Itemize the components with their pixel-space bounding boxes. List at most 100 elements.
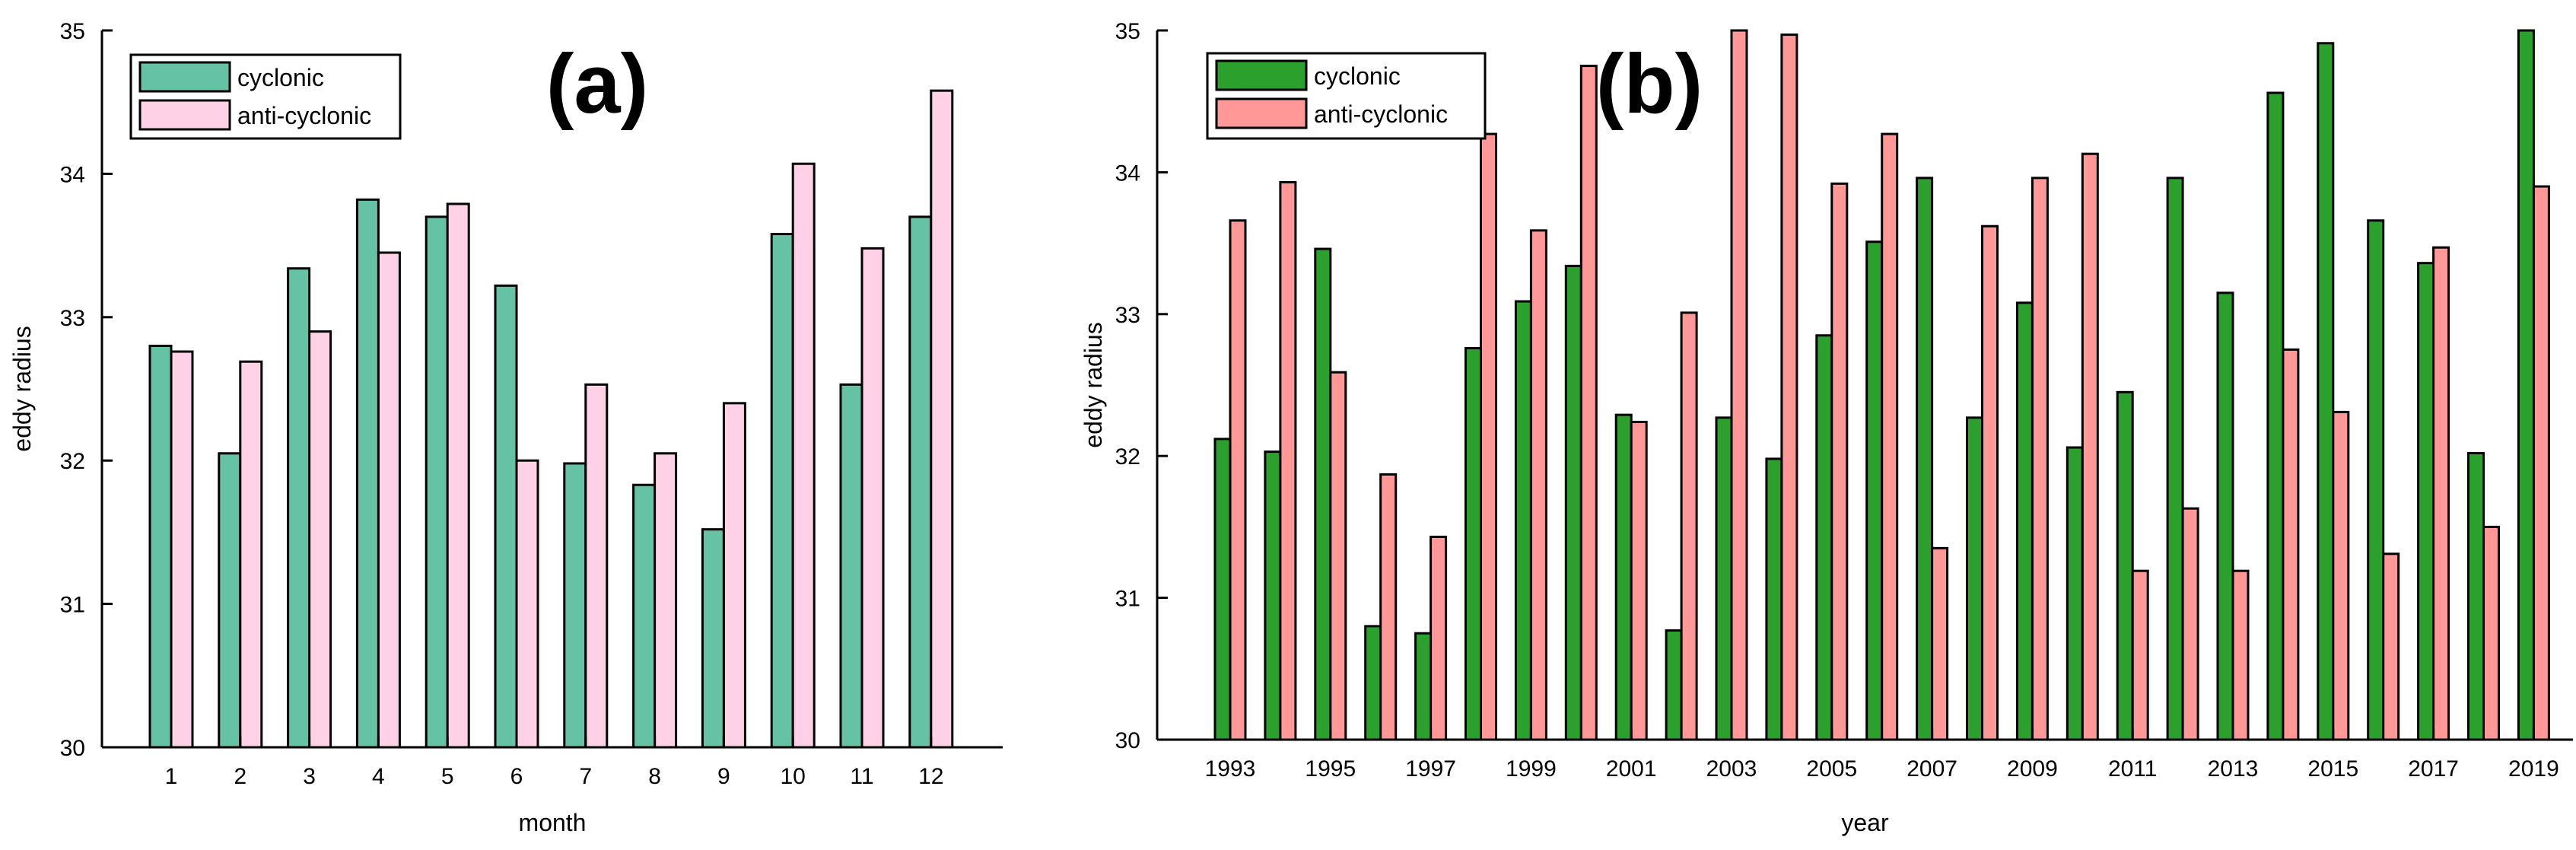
- x-axis-label: month: [519, 809, 587, 836]
- x-tick-label-2003: 2003: [1706, 756, 1757, 782]
- x-tick-label-2001: 2001: [1606, 756, 1657, 782]
- legend-swatch-cyclonic: [1215, 59, 1308, 91]
- x-tick-label-1999: 1999: [1506, 756, 1557, 782]
- y-tick-label-34: 34: [1115, 161, 1140, 186]
- y-tick-label-32: 32: [1115, 444, 1140, 470]
- bar-anti-cyclonic-4: [377, 251, 401, 749]
- bar-cyclonic-2016: [2367, 219, 2385, 741]
- y-axis-label: eddy radius: [1080, 322, 1107, 447]
- x-tick-label-2017: 2017: [2408, 756, 2459, 782]
- y-tick-label-31: 31: [60, 593, 85, 618]
- bar-cyclonic-1997: [1414, 632, 1433, 741]
- bar-anti-cyclonic-3: [308, 330, 332, 749]
- x-axis-label: year: [1841, 809, 1889, 836]
- bar-anti-cyclonic-1997: [1430, 535, 1448, 741]
- x-tick-label-3: 3: [303, 764, 316, 789]
- bar-cyclonic-11: [839, 383, 863, 749]
- bar-anti-cyclonic-2001: [1630, 420, 1648, 741]
- bar-anti-cyclonic-5: [446, 202, 470, 749]
- bar-anti-cyclonic-2010: [2081, 152, 2099, 741]
- bar-cyclonic-2000: [1564, 264, 1582, 741]
- bar-anti-cyclonic-2005: [1830, 182, 1849, 741]
- bar-cyclonic-6: [494, 284, 518, 749]
- x-tick-label-12: 12: [918, 764, 943, 789]
- bar-anti-cyclonic-12: [930, 89, 954, 749]
- bar-cyclonic-1993: [1213, 438, 1232, 741]
- bar-anti-cyclonic-1996: [1379, 473, 1398, 741]
- bar-anti-cyclonic-1995: [1329, 371, 1347, 741]
- legend-swatch-anti-cyclonic: [138, 99, 231, 131]
- bar-anti-cyclonic-2015: [2332, 410, 2350, 741]
- bar-cyclonic-2012: [2166, 177, 2184, 741]
- bar-anti-cyclonic-9: [722, 402, 746, 749]
- bar-anti-cyclonic-1: [170, 350, 194, 749]
- y-tick-label-32: 32: [60, 449, 85, 474]
- bar-cyclonic-2004: [1765, 457, 1783, 741]
- bar-cyclonic-10: [770, 233, 794, 749]
- bar-cyclonic-1994: [1264, 450, 1282, 741]
- bar-cyclonic-2001: [1614, 413, 1633, 741]
- bar-cyclonic-7: [563, 462, 587, 749]
- bar-cyclonic-2015: [2317, 42, 2335, 741]
- bar-cyclonic-9: [701, 528, 725, 749]
- bar-cyclonic-2005: [1815, 334, 1833, 741]
- legend-swatch-anti-cyclonic: [1215, 97, 1308, 129]
- x-tick-label-2011: 2011: [2108, 756, 2158, 782]
- bar-cyclonic-1999: [1514, 300, 1532, 741]
- y-tick-label-33: 33: [60, 306, 85, 331]
- bar-cyclonic-1: [148, 344, 173, 749]
- bar-cyclonic-2011: [2116, 390, 2134, 741]
- x-tick-label-10: 10: [781, 764, 806, 789]
- bar-cyclonic-2019: [2517, 29, 2535, 741]
- panel-label: (b): [1596, 37, 1703, 131]
- bar-anti-cyclonic-2009: [2031, 177, 2049, 741]
- x-tick-label-2007: 2007: [1907, 756, 1957, 782]
- x-tick-label-9: 9: [717, 764, 730, 789]
- x-tick-label-5: 5: [441, 764, 454, 789]
- panel-b-chart: 30 31 32 33 34 35 1993 1995 1997 1999 2001 2003 2005…: [1080, 19, 2573, 836]
- bar-cyclonic-4: [355, 198, 380, 749]
- x-tick-label-1: 1: [165, 764, 178, 789]
- bar-anti-cyclonic-2002: [1680, 311, 1698, 741]
- bar-anti-cyclonic-2011: [2131, 569, 2149, 741]
- bar-anti-cyclonic-1998: [1480, 132, 1497, 741]
- y-tick-label-34: 34: [60, 162, 85, 187]
- bar-cyclonic-2007: [1916, 177, 1934, 741]
- bar-anti-cyclonic-8: [654, 452, 678, 749]
- bar-anti-cyclonic-2006: [1881, 132, 1899, 741]
- y-tick-label-35: 35: [1115, 19, 1140, 44]
- bar-anti-cyclonic-2016: [2382, 552, 2400, 741]
- bar-anti-cyclonic-2012: [2181, 507, 2199, 741]
- bar-anti-cyclonic-11: [860, 247, 885, 749]
- legend-label-anti-cyclonic: anti-cyclonic: [1314, 100, 1448, 128]
- y-tick-label-30: 30: [1115, 728, 1140, 753]
- bar-cyclonic-2008: [1966, 416, 1983, 741]
- x-tick-label-4: 4: [372, 764, 385, 789]
- bar-cyclonic-2009: [2015, 301, 2034, 741]
- bar-anti-cyclonic-2018: [2482, 525, 2500, 741]
- bar-cyclonic-2: [218, 452, 242, 749]
- bar-anti-cyclonic-1993: [1229, 219, 1247, 741]
- bar-cyclonic-1998: [1465, 347, 1482, 741]
- bar-anti-cyclonic-2008: [1981, 224, 1999, 741]
- bar-anti-cyclonic-6: [515, 459, 539, 749]
- bar-cyclonic-1996: [1364, 625, 1382, 741]
- bar-anti-cyclonic-1994: [1279, 180, 1297, 741]
- x-tick-label-1997: 1997: [1405, 756, 1456, 782]
- bar-cyclonic-2003: [1715, 416, 1733, 741]
- legend-label-anti-cyclonic: anti-cyclonic: [237, 102, 371, 129]
- bar-cyclonic-2010: [2066, 446, 2084, 741]
- bar-anti-cyclonic-10: [791, 162, 816, 749]
- x-tick-label-6: 6: [510, 764, 523, 789]
- bar-cyclonic-2002: [1665, 629, 1683, 741]
- panel-label: (a): [546, 37, 648, 131]
- y-tick-label-30: 30: [60, 736, 85, 761]
- x-tick-label-1995: 1995: [1305, 756, 1356, 782]
- y-axis-label: eddy radius: [8, 326, 36, 451]
- bar-anti-cyclonic-1999: [1529, 229, 1547, 741]
- bar-cyclonic-2013: [2216, 291, 2234, 741]
- bar-anti-cyclonic-2014: [2282, 348, 2300, 741]
- x-tick-label-2015: 2015: [2307, 756, 2358, 782]
- y-tick-label-31: 31: [1115, 587, 1140, 612]
- bar-anti-cyclonic-2017: [2432, 246, 2450, 741]
